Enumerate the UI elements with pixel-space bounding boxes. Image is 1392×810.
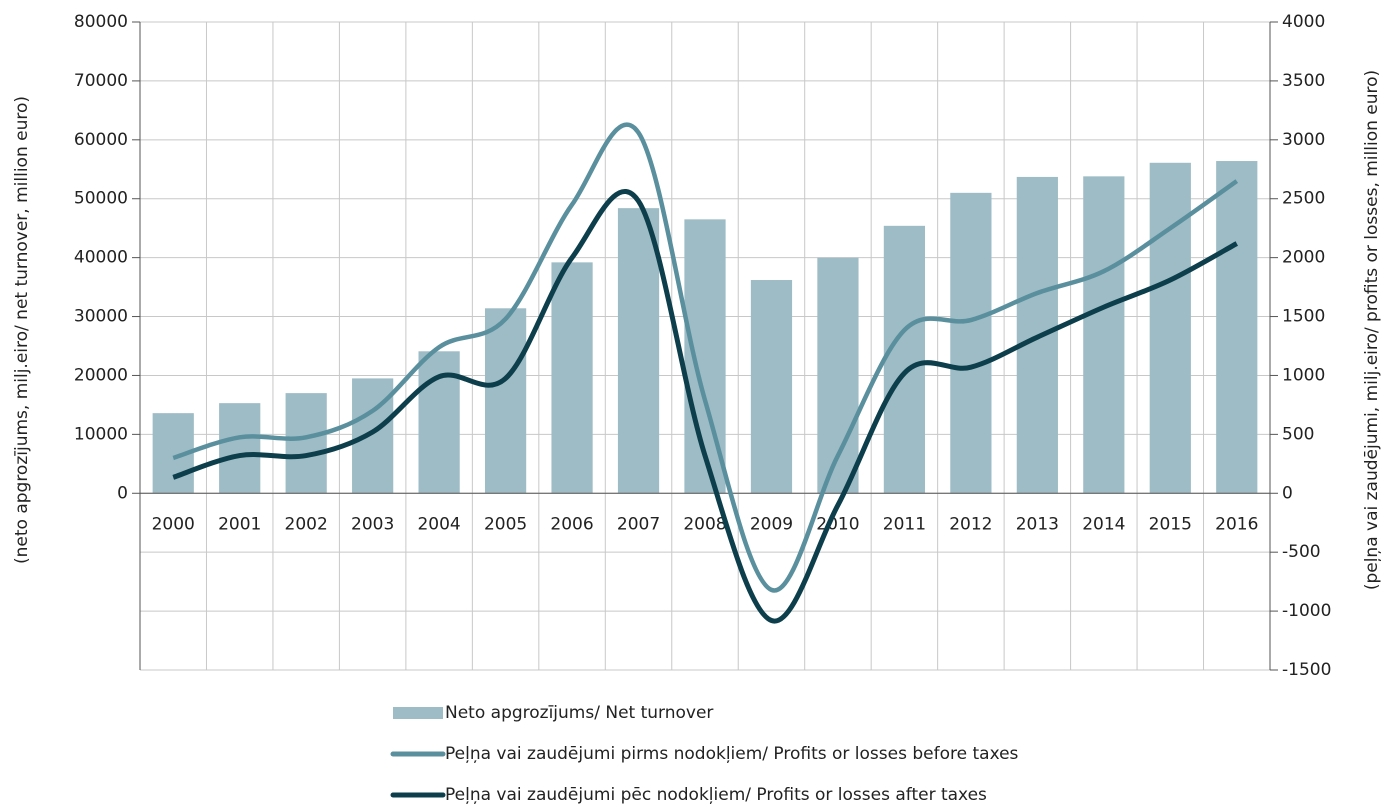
y-tick-label: 20000: [74, 365, 128, 385]
y-tick-label: 0: [117, 483, 128, 503]
legend-swatch: [393, 707, 443, 719]
bar: [750, 280, 793, 494]
line-series: [172, 122, 1239, 593]
bar: [950, 192, 992, 494]
x-tick-label: 2008: [683, 514, 726, 534]
line-series: [172, 189, 1238, 624]
bar: [883, 225, 926, 494]
y2-tick-label: 3000: [1282, 130, 1325, 150]
y-tick-label: 70000: [74, 71, 128, 91]
y2-tick-label: 4000: [1282, 12, 1325, 32]
x-tick-label: 2001: [218, 514, 261, 534]
y2-tick-label: -500: [1282, 542, 1321, 562]
y2-tick-label: -1000: [1282, 601, 1331, 621]
x-tick-label: 2005: [484, 514, 527, 534]
y-tick-label: 60000: [74, 130, 128, 150]
y-tick-label: 10000: [74, 424, 128, 444]
y-tick-label: 30000: [74, 307, 128, 327]
x-tick-label: 2006: [550, 514, 593, 534]
y2-tick-label: 1000: [1282, 365, 1325, 385]
x-tick-label: 2000: [152, 514, 195, 534]
x-tick-label: 2007: [617, 514, 660, 534]
x-tick-label: 2016: [1215, 514, 1258, 534]
x-tick-label: 2013: [1016, 514, 1059, 534]
y2-tick-label: 2000: [1282, 248, 1325, 268]
y2-tick-label: 3500: [1282, 71, 1325, 91]
bar: [219, 403, 261, 494]
y2-tick-label: 2500: [1282, 189, 1325, 209]
bar: [551, 262, 593, 494]
y2-tick-label: -1500: [1282, 660, 1331, 680]
x-tick-label: 2002: [285, 514, 328, 534]
bar: [1149, 162, 1191, 494]
y-tick-label: 40000: [74, 248, 128, 268]
bar: [484, 308, 527, 494]
x-tick-label: 2004: [417, 514, 460, 534]
y2-axis-label: (peļņa vai zaudējumi, milj.eiro/ profits…: [1362, 70, 1382, 590]
bar: [285, 393, 327, 494]
y-tick-label: 80000: [74, 12, 128, 32]
x-tick-label: 2009: [750, 514, 793, 534]
x-tick-label: 2015: [1149, 514, 1192, 534]
x-tick-label: 2012: [949, 514, 992, 534]
bar: [617, 208, 660, 494]
y2-tick-label: 0: [1282, 483, 1293, 503]
legend-label: Peļņa vai zaudējumi pēc nodokļiem/ Profi…: [445, 785, 987, 805]
bar: [418, 351, 460, 494]
bar: [1083, 176, 1125, 494]
y2-tick-label: 500: [1282, 424, 1314, 444]
legend-label: Neto apgrozījums/ Net turnover: [445, 703, 713, 723]
y2-tick-label: 1500: [1282, 307, 1325, 327]
legend-label: Peļņa vai zaudējumi pirms nodokļiem/ Pro…: [445, 744, 1019, 764]
x-tick-label: 2014: [1082, 514, 1125, 534]
x-tick-label: 2011: [883, 514, 926, 534]
y-tick-label: 50000: [74, 189, 128, 209]
bar: [1216, 161, 1258, 494]
x-tick-label: 2003: [351, 514, 394, 534]
y-axis-label: (neto apgrozījums, milj.eiro/ net turnov…: [12, 96, 32, 564]
x-tick-label: 2010: [816, 514, 859, 534]
